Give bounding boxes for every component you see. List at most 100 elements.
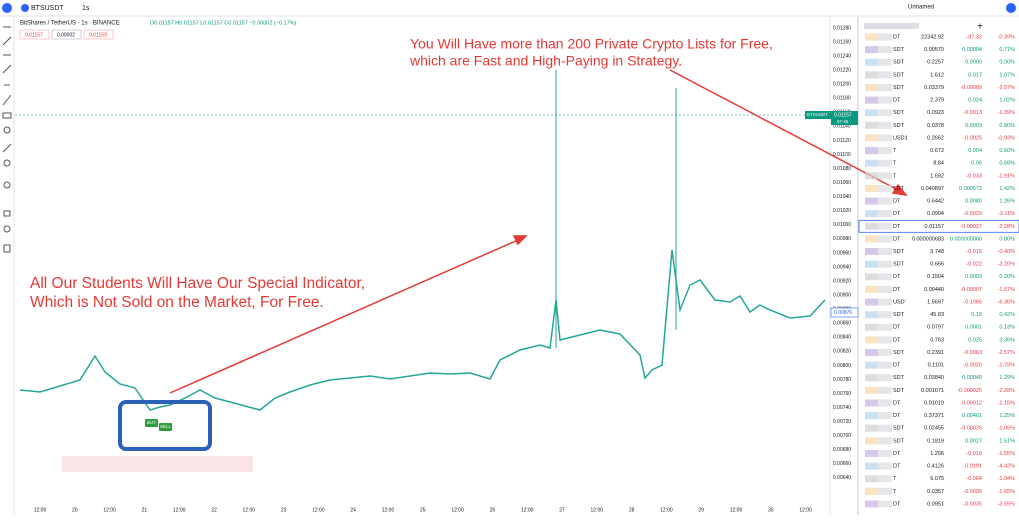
wl-symbol[interactable]: DT	[893, 451, 901, 457]
wl-symbol[interactable]: DT	[893, 464, 901, 470]
wl-change: 0.000572	[959, 186, 982, 192]
wl-symbol[interactable]: SDT	[893, 375, 905, 381]
signal-badge[interactable]	[159, 423, 172, 431]
wl-change: -0.0025	[963, 135, 982, 141]
symbol-blur	[878, 273, 892, 281]
price-label: 0.00780	[833, 377, 851, 383]
symbol-blur	[865, 96, 878, 104]
wl-symbol[interactable]: DT	[893, 211, 901, 217]
layout-name[interactable]: Unnamed	[908, 5, 934, 11]
wl-change: 0.0000	[965, 60, 982, 66]
wl-last: 2.379	[930, 98, 944, 104]
wl-change-pct: -3.11%	[998, 211, 1015, 217]
price-label: 0.00820	[833, 349, 851, 355]
symbol-blur	[865, 386, 878, 394]
interval[interactable]: 1s	[82, 5, 90, 12]
symbol[interactable]: BTSUSDT	[31, 5, 64, 12]
wl-symbol[interactable]: USD1	[893, 135, 908, 141]
add-icon[interactable]: +	[977, 22, 983, 33]
wl-symbol[interactable]: DT	[893, 199, 901, 205]
symbol-blur	[865, 487, 878, 495]
wl-symbol[interactable]: DT	[893, 363, 901, 369]
wl-last: 1.612	[930, 72, 944, 78]
wl-symbol[interactable]: SDT	[893, 426, 905, 432]
symbol-blur	[865, 83, 878, 91]
price-label: 0.00660	[833, 461, 851, 467]
tool-icons[interactable]	[2, 26, 12, 253]
wl-change-pct: 0.20%	[999, 274, 1015, 280]
wl-symbol[interactable]: SDT	[893, 249, 905, 255]
wl-symbol[interactable]: DT	[893, 34, 901, 40]
wl-symbol[interactable]: T	[893, 489, 897, 495]
signal-badge[interactable]	[145, 419, 158, 427]
wl-symbol[interactable]: SDT	[893, 85, 905, 91]
wl-symbol[interactable]: DT	[893, 501, 901, 507]
symbol-blur	[878, 109, 892, 117]
wl-symbol[interactable]: DT	[893, 236, 901, 242]
price-label: 0.01060	[833, 180, 851, 186]
wl-last: 0.2391	[927, 350, 944, 356]
wl-symbol[interactable]: SDT	[893, 350, 905, 356]
wl-symbol[interactable]: DT	[893, 287, 901, 293]
wl-symbol[interactable]: DT	[893, 274, 901, 280]
symbol-blur	[878, 424, 892, 432]
wl-symbol[interactable]: USD'	[893, 299, 906, 305]
time-label: 21	[142, 507, 148, 513]
time-label: 22	[211, 507, 217, 513]
wl-symbol[interactable]: SDT	[893, 312, 905, 318]
wl-symbol[interactable]: T	[893, 161, 897, 167]
wl-symbol[interactable]: DT	[893, 400, 901, 406]
wl-symbol[interactable]: DT	[893, 224, 901, 230]
wl-symbol[interactable]: DT	[893, 98, 901, 104]
symbol-blur	[865, 273, 878, 281]
wl-last: 0.01157	[925, 224, 944, 230]
wl-symbol[interactable]: T	[893, 173, 897, 179]
wl-last: 0.2257	[927, 60, 944, 66]
wl-change-pct: -4.42%	[998, 464, 1016, 470]
avatar[interactable]	[2, 3, 12, 13]
wl-change: -0.00026	[960, 426, 982, 432]
wl-symbol[interactable]: SDT	[893, 388, 905, 394]
wl-change: 0.0027	[965, 438, 982, 444]
price-label: 0.01120	[833, 138, 851, 144]
wl-change-pct: -3.55%	[998, 501, 1016, 507]
wl-change: -0.00012	[960, 400, 982, 406]
wl-symbol[interactable]: SDT	[893, 123, 905, 129]
profile[interactable]	[1006, 3, 1016, 13]
wl-last: 0.1819	[927, 438, 944, 444]
wl-change-pct: 0.00%	[999, 236, 1015, 242]
symbol-blur	[865, 311, 878, 319]
wl-symbol[interactable]: SDT	[893, 186, 905, 192]
wl-symbol[interactable]: SDT	[893, 60, 905, 66]
wl-last: 6.075	[930, 476, 944, 482]
wl-symbol[interactable]: T	[893, 476, 897, 482]
price-label: 0.01240	[833, 53, 851, 59]
top-bar	[0, 0, 1019, 16]
wl-symbol[interactable]: SDT	[893, 72, 905, 78]
wl-last: 0.1504	[927, 274, 944, 280]
wl-symbol[interactable]: DT	[893, 337, 901, 343]
symbol-blur	[878, 285, 892, 293]
wl-symbol[interactable]: T	[893, 148, 897, 154]
symbol-blur	[865, 500, 878, 508]
wl-last: 0.00570	[924, 47, 944, 53]
wl-change: 0.19	[971, 312, 982, 318]
wl-symbol[interactable]: DT	[893, 413, 901, 419]
wl-change: -0.064	[966, 476, 982, 482]
symbol-blur	[865, 349, 878, 356]
wl-change-pct: -2.57%	[998, 350, 1016, 356]
wl-symbol[interactable]: SDT	[893, 47, 905, 53]
price-tag-price: 0.01157	[834, 112, 852, 118]
wl-last: 0.03840	[924, 375, 944, 381]
wl-symbol[interactable]: SDT	[893, 262, 905, 268]
wl-symbol[interactable]: SDT	[893, 110, 905, 116]
highlight-box	[118, 400, 212, 451]
price-label: 0.00860	[833, 321, 851, 327]
time-label: 12:00	[173, 507, 186, 513]
wl-change: -0.0035	[963, 501, 982, 507]
symbol-blur	[865, 172, 878, 180]
wl-symbol[interactable]: DT	[893, 325, 901, 331]
wl-symbol[interactable]: SDT	[893, 438, 905, 444]
symbol-blur	[878, 159, 892, 167]
wl-change-pct: -1.65%	[998, 489, 1016, 495]
